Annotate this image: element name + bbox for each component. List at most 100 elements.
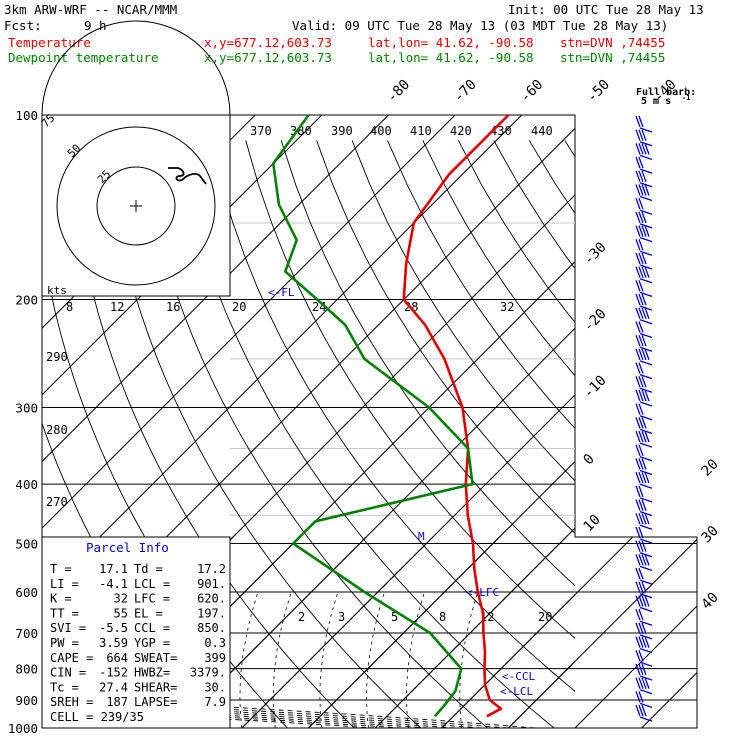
wind-barb-flag	[638, 430, 644, 443]
wind-barb-flag	[635, 197, 641, 210]
wind-barb-staff	[639, 373, 653, 380]
theta-e-label: 420	[450, 124, 472, 138]
dry-adiabat-line	[280, 140, 575, 587]
wind-barb-flag	[644, 430, 650, 443]
temperature-tick-label: 30	[699, 523, 722, 546]
wind-barb-flag	[641, 143, 647, 155]
wind-barb-staff	[639, 360, 653, 366]
wind-barb-flag	[638, 184, 644, 196]
parcel-label: T =	[50, 562, 72, 576]
legend-dewpoint-xy: x,y=677.12,603.73	[204, 51, 332, 65]
parcel-value: 850.	[197, 621, 226, 635]
parcel-value: 7.9	[204, 695, 226, 709]
isotherm-line	[708, 115, 740, 728]
forecast-hour: 9 h	[84, 19, 107, 33]
wind-barb-flag	[644, 307, 650, 320]
wind-barb-flag	[635, 362, 641, 374]
isotherm-line	[374, 537, 567, 728]
wind-barb-flag	[635, 170, 641, 183]
dry-adiabat-line	[422, 140, 575, 377]
hodograph-inset: 25 50 75 kts	[39, 20, 231, 297]
wind-barb-staff	[639, 127, 653, 133]
parcel-value: 17.2	[197, 562, 226, 576]
wind-barb-flag	[638, 307, 644, 320]
wind-barb-flag	[635, 540, 641, 552]
wind-barb-flag	[635, 650, 641, 662]
parcel-label: SHEAR=	[134, 680, 177, 694]
wind-barb-flag	[635, 143, 641, 155]
barb-legend-unit-exponent: -1	[682, 94, 690, 102]
isotherm-line	[508, 538, 697, 728]
wind-barb-staff	[639, 689, 653, 695]
wind-barb-flag	[638, 280, 644, 292]
mixing-ratio-label: 3	[338, 610, 345, 624]
dry-adiabat-line	[351, 140, 575, 482]
parcel-value: 32	[114, 592, 128, 606]
wind-barb-flag	[635, 321, 641, 333]
wind-barb-flag	[635, 239, 641, 251]
wind-barb-flag	[641, 252, 647, 265]
parcel-value: -4.1	[99, 577, 128, 591]
wind-barb-flag	[635, 334, 641, 347]
mixing-ratio-label: 5	[391, 610, 398, 624]
isotherm-line	[174, 327, 575, 728]
dry-adiabat-line	[671, 140, 740, 740]
model-title: 3km ARW-WRF -- NCAR/MMM	[4, 3, 177, 17]
wind-barb-staff	[639, 593, 653, 599]
wind-barb-flag	[641, 266, 647, 278]
wind-barb-staff	[639, 332, 653, 339]
wind-barb-flag	[635, 225, 641, 237]
wind-barb-flag	[635, 307, 641, 320]
wind-barb-flag	[635, 691, 641, 703]
temperature-tick-label: -80	[384, 77, 413, 106]
wind-barb-flag	[638, 677, 644, 689]
wind-barb-flag	[638, 526, 644, 539]
wind-barb-flag	[641, 225, 647, 237]
wind-barb-flag	[638, 293, 644, 306]
wind-barb-flag	[644, 184, 650, 196]
dry-adiabat-line	[174, 140, 555, 728]
wind-barb-staff	[639, 236, 653, 243]
wind-barb-flag	[638, 636, 644, 648]
wind-barb-staff	[639, 497, 653, 503]
wind-axis-label: 12	[110, 300, 124, 314]
wind-barb-flag	[641, 513, 647, 525]
pressure-tick-label: 300	[15, 400, 38, 415]
wind-barb-staff	[639, 319, 653, 325]
wind-barb-staff	[639, 195, 653, 202]
wind-barb-flag	[641, 129, 647, 141]
pressure-tick-label: 500	[15, 536, 38, 551]
parcel-label: LCL =	[134, 577, 170, 591]
wind-barb-flag	[644, 143, 650, 155]
wind-barb-flag	[641, 554, 647, 566]
wind-barb-staff	[639, 415, 653, 421]
wind-barb-flag	[638, 567, 644, 580]
dry-adiabat-line	[103, 140, 422, 728]
wind-barb-staff	[639, 524, 653, 530]
parcel-value: 620.	[197, 592, 226, 606]
temperature-trace	[402, 114, 510, 718]
isotherm-line	[441, 537, 634, 728]
wind-barb-flag	[638, 115, 644, 128]
wind-barb-flag	[638, 362, 644, 374]
barb-legend-speed: 5 m s	[641, 96, 671, 107]
wind-barb-staff	[639, 442, 653, 448]
wind-barb-flag	[638, 334, 644, 347]
barb-legend-title: Full barb:	[636, 87, 696, 98]
wind-barb-flag	[638, 197, 644, 210]
wind-barb-flag	[638, 554, 644, 566]
wind-barb-flag	[638, 252, 644, 265]
wind-barb-staff	[639, 456, 653, 462]
parcel-label: LAPSE=	[134, 695, 177, 709]
wind-barb-staff	[639, 565, 653, 572]
wind-barbs	[635, 115, 653, 722]
wind-barb-flag	[638, 403, 644, 415]
mixing-ratio-line	[406, 591, 425, 728]
wind-barb-flag	[638, 595, 644, 607]
temperature-tick-label: -60	[517, 77, 546, 106]
dry-adiabat-line	[245, 140, 575, 639]
wind-barb-staff	[639, 154, 653, 161]
wind-barb-flag	[644, 513, 650, 525]
wind-barb-staff	[639, 483, 653, 489]
wind-barb-staff	[639, 702, 653, 709]
